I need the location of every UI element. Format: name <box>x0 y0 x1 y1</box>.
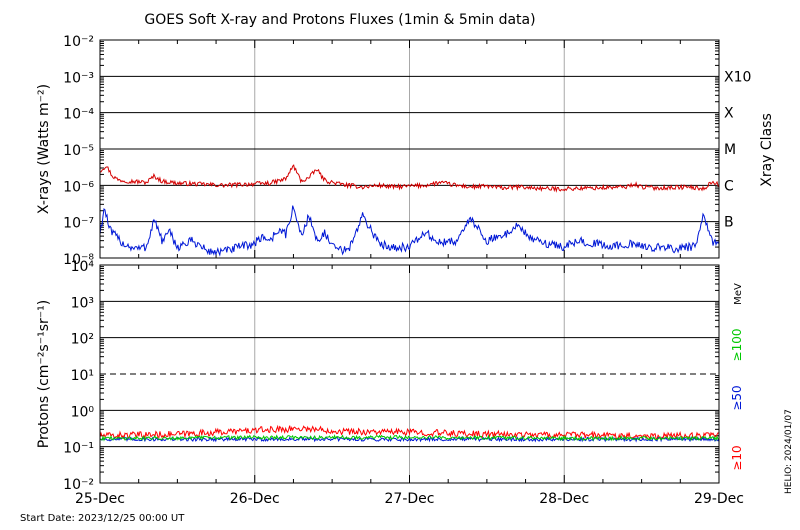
proton-legend-entry: ≥100 <box>730 329 744 362</box>
proton-legend-entry: ≥50 <box>730 385 744 410</box>
xray-plot-frame <box>99 39 720 259</box>
xtick-label: 25-Dec <box>75 491 125 507</box>
proton-series-line <box>99 424 720 441</box>
proton-ylabel: Protons (cm⁻²s⁻¹sr⁻¹) <box>36 300 52 449</box>
xray-ytick-label: 10⁻² <box>63 34 94 50</box>
proton-ytick-label: 10¹ <box>71 368 94 384</box>
proton-ytick-label: 10⁻¹ <box>63 441 94 457</box>
xray-ytick-label: 10⁻⁵ <box>63 143 94 159</box>
proton-ytick-label: 10³ <box>71 295 94 311</box>
xray-ylabel: X-rays (Watts m⁻²) <box>36 84 52 214</box>
xtick-label: 29-Dec <box>694 491 744 507</box>
xray-ytick-label: 10⁻⁷ <box>63 216 94 232</box>
proton-ytick-label: 10⁴ <box>71 259 95 275</box>
xray-series-line <box>99 205 720 257</box>
xtick-label: 27-Dec <box>385 491 435 507</box>
proton-unit-label: MeV <box>733 283 744 305</box>
xray-class-label: M <box>724 142 736 158</box>
proton-plot-frame <box>99 264 720 484</box>
xray-class-label: B <box>724 215 734 231</box>
xray-ytick-label: 10⁻³ <box>63 70 94 86</box>
xtick-label: 28-Dec <box>539 491 589 507</box>
xtick-label: 26-Dec <box>230 491 280 507</box>
xray-class-axis-label: Xray Class <box>759 113 775 187</box>
credit-label: HELIO: 2024/01/07 <box>784 409 794 494</box>
start-date-label: Start Date: 2023/12/25 00:00 UT <box>20 513 185 524</box>
xray-series-line <box>100 164 720 193</box>
xray-ytick-label: 10⁻⁴ <box>63 107 94 123</box>
proton-ytick-label: 10⁻² <box>63 477 94 493</box>
chart-title: GOES Soft X-ray and Protons Fluxes (1min… <box>144 12 535 28</box>
proton-series-line <box>99 434 720 442</box>
xray-class-label: X10 <box>724 69 751 85</box>
xray-ytick-label: 10⁻⁶ <box>63 179 94 195</box>
proton-ytick-label: 10⁰ <box>71 404 95 420</box>
xray-class-label: X <box>724 106 734 122</box>
proton-legend-entry: ≥10 <box>730 445 744 470</box>
proton-ytick-label: 10² <box>71 332 94 348</box>
xray-ytick-label: 10⁻⁸ <box>63 252 94 268</box>
xray-class-label: C <box>724 178 734 194</box>
